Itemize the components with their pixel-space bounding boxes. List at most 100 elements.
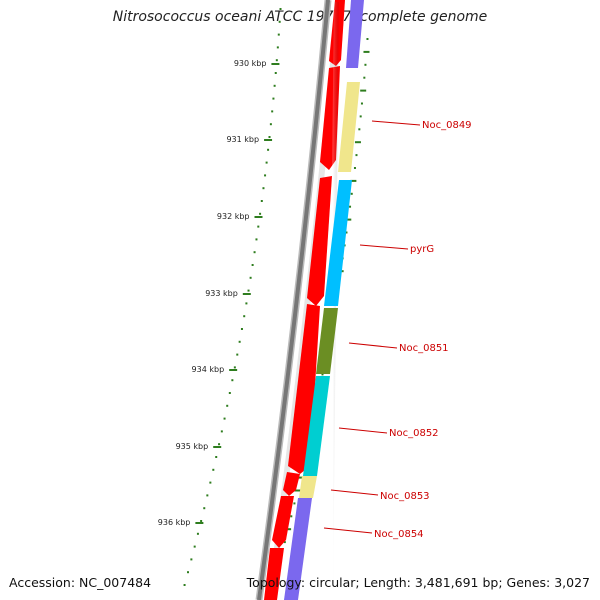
ruler-dot: [269, 123, 272, 126]
ruler-dot: [259, 212, 262, 215]
content-dot: [349, 205, 352, 208]
ruler-dot: [186, 571, 189, 574]
content-dot: [350, 192, 353, 195]
gene-block-noc-0853[interactable]: [299, 476, 317, 498]
gene-block-noc-0852[interactable]: [303, 376, 330, 476]
gene-block-noc-0849[interactable]: [338, 82, 360, 172]
ruler-dot: [240, 328, 243, 330]
ruler-dot: [228, 392, 231, 394]
ruler-tick-label: 936 kbp: [158, 518, 191, 527]
gene-label-noc-0852[interactable]: Noc_0852: [389, 428, 439, 439]
ruler-tick-label: 930 kbp: [234, 59, 267, 68]
ruler-dot: [223, 417, 226, 420]
content-dot: [366, 38, 369, 40]
gene-block-noc-0854[interactable]: [284, 498, 312, 600]
content-dot: [359, 115, 362, 118]
ruler-tick: [213, 446, 222, 448]
ruler-dot: [183, 584, 186, 586]
ruler-dot: [273, 84, 276, 87]
ruler-ticks: 930 kbp 931 kbp 932 kbp 933 kbp 934 kbp 935 k…: [158, 59, 280, 527]
leader-noc-0852: [338, 427, 388, 434]
ruler-dot: [243, 315, 246, 318]
cds-forward-5[interactable]: [283, 472, 300, 496]
cds-forward-6[interactable]: [272, 496, 294, 548]
gene-block-noc-0851[interactable]: [316, 308, 338, 374]
ruler-dot: [220, 430, 223, 433]
ruler-dot: [190, 558, 193, 561]
ruler-dot: [200, 520, 203, 522]
gene-track: [284, 0, 364, 600]
ruler-tick: [271, 63, 280, 65]
ruler-dot: [231, 379, 234, 382]
ruler-tick: [229, 369, 238, 371]
ruler-dot: [278, 20, 281, 23]
ruler-dot: [193, 545, 196, 548]
content-dot: [355, 154, 358, 157]
ruler-dot: [206, 494, 209, 497]
backbone-inner: [257, 0, 330, 600]
ruler-dot: [268, 136, 271, 138]
content-dot: [358, 128, 361, 131]
content-dot: [321, 373, 324, 376]
ruler-dot: [233, 366, 236, 369]
content-dot: [290, 515, 293, 518]
ruler-dot: [271, 110, 274, 113]
content-dot: [350, 179, 357, 182]
ruler-dot: [274, 72, 277, 74]
ruler-tick-label: 933 kbp: [205, 289, 238, 298]
ruler-dot: [262, 187, 265, 190]
ruler-dot: [218, 443, 221, 446]
leader-noc-0851: [348, 342, 398, 349]
content-dot: [294, 489, 301, 492]
ruler-tick-label: 934 kbp: [192, 365, 225, 374]
gene-label-pyrg[interactable]: pyrG: [410, 244, 434, 255]
genome-summary-text: Topology: circular; Length: 3,481,691 bp…: [246, 575, 590, 590]
gene-block-1[interactable]: [346, 0, 364, 68]
ruler-dot: [277, 33, 280, 36]
ruler-tick-label: 932 kbp: [217, 212, 250, 221]
content-dot: [354, 141, 361, 144]
ruler-dot: [265, 161, 268, 164]
accession-text: Accession: NC_007484: [9, 575, 152, 590]
ruler-dot: [238, 340, 241, 343]
content-dot: [363, 50, 370, 53]
content-dot: [345, 218, 352, 221]
ruler-dot: [249, 276, 252, 279]
ruler-dot: [260, 200, 263, 202]
content-dot: [285, 528, 292, 531]
ruler-dot: [196, 532, 199, 535]
gene-label-noc-0854[interactable]: Noc_0854: [374, 529, 424, 540]
ruler-tick: [264, 139, 273, 141]
ruler-dot: [276, 46, 279, 49]
gene-labels: Noc_0849 pyrG Noc_0851 Noc_0852 Noc_0853…: [323, 120, 472, 540]
ruler-dot: [209, 481, 212, 484]
cds-forward-7[interactable]: [264, 548, 284, 600]
ruler-dot: [251, 264, 254, 266]
ruler-dot: [267, 148, 270, 151]
gene-label-noc-0853[interactable]: Noc_0853: [380, 491, 430, 502]
ruler-dot: [253, 251, 256, 254]
ruler-dot: [212, 468, 215, 471]
ruler-dot: [257, 225, 260, 228]
ruler-dot: [272, 97, 275, 100]
ruler-dot: [226, 404, 229, 407]
gene-label-noc-0851[interactable]: Noc_0851: [399, 343, 449, 354]
content-dot: [283, 541, 286, 544]
content-dot: [360, 89, 367, 92]
content-dot: [297, 476, 304, 479]
leader-noc-0849: [371, 120, 421, 126]
gene-block-pyrg[interactable]: [324, 180, 352, 306]
leader-noc-0854: [323, 527, 373, 534]
ruler-dot: [215, 456, 218, 458]
gene-label-noc-0849[interactable]: Noc_0849: [422, 120, 472, 131]
ruler-dot: [245, 302, 248, 305]
map-title: Nitrosococcus oceani ATCC 19707, complet…: [112, 9, 488, 25]
ruler-tick-label: 935 kbp: [176, 442, 209, 451]
ruler-dot: [275, 59, 278, 62]
ruler-tick: [254, 216, 263, 218]
ruler-dot: [264, 174, 267, 177]
leader-pyrg: [359, 244, 409, 250]
cds-forward-3[interactable]: [307, 176, 332, 306]
content-dot: [345, 231, 348, 234]
